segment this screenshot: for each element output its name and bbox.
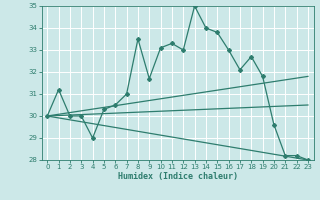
X-axis label: Humidex (Indice chaleur): Humidex (Indice chaleur) (118, 172, 237, 181)
